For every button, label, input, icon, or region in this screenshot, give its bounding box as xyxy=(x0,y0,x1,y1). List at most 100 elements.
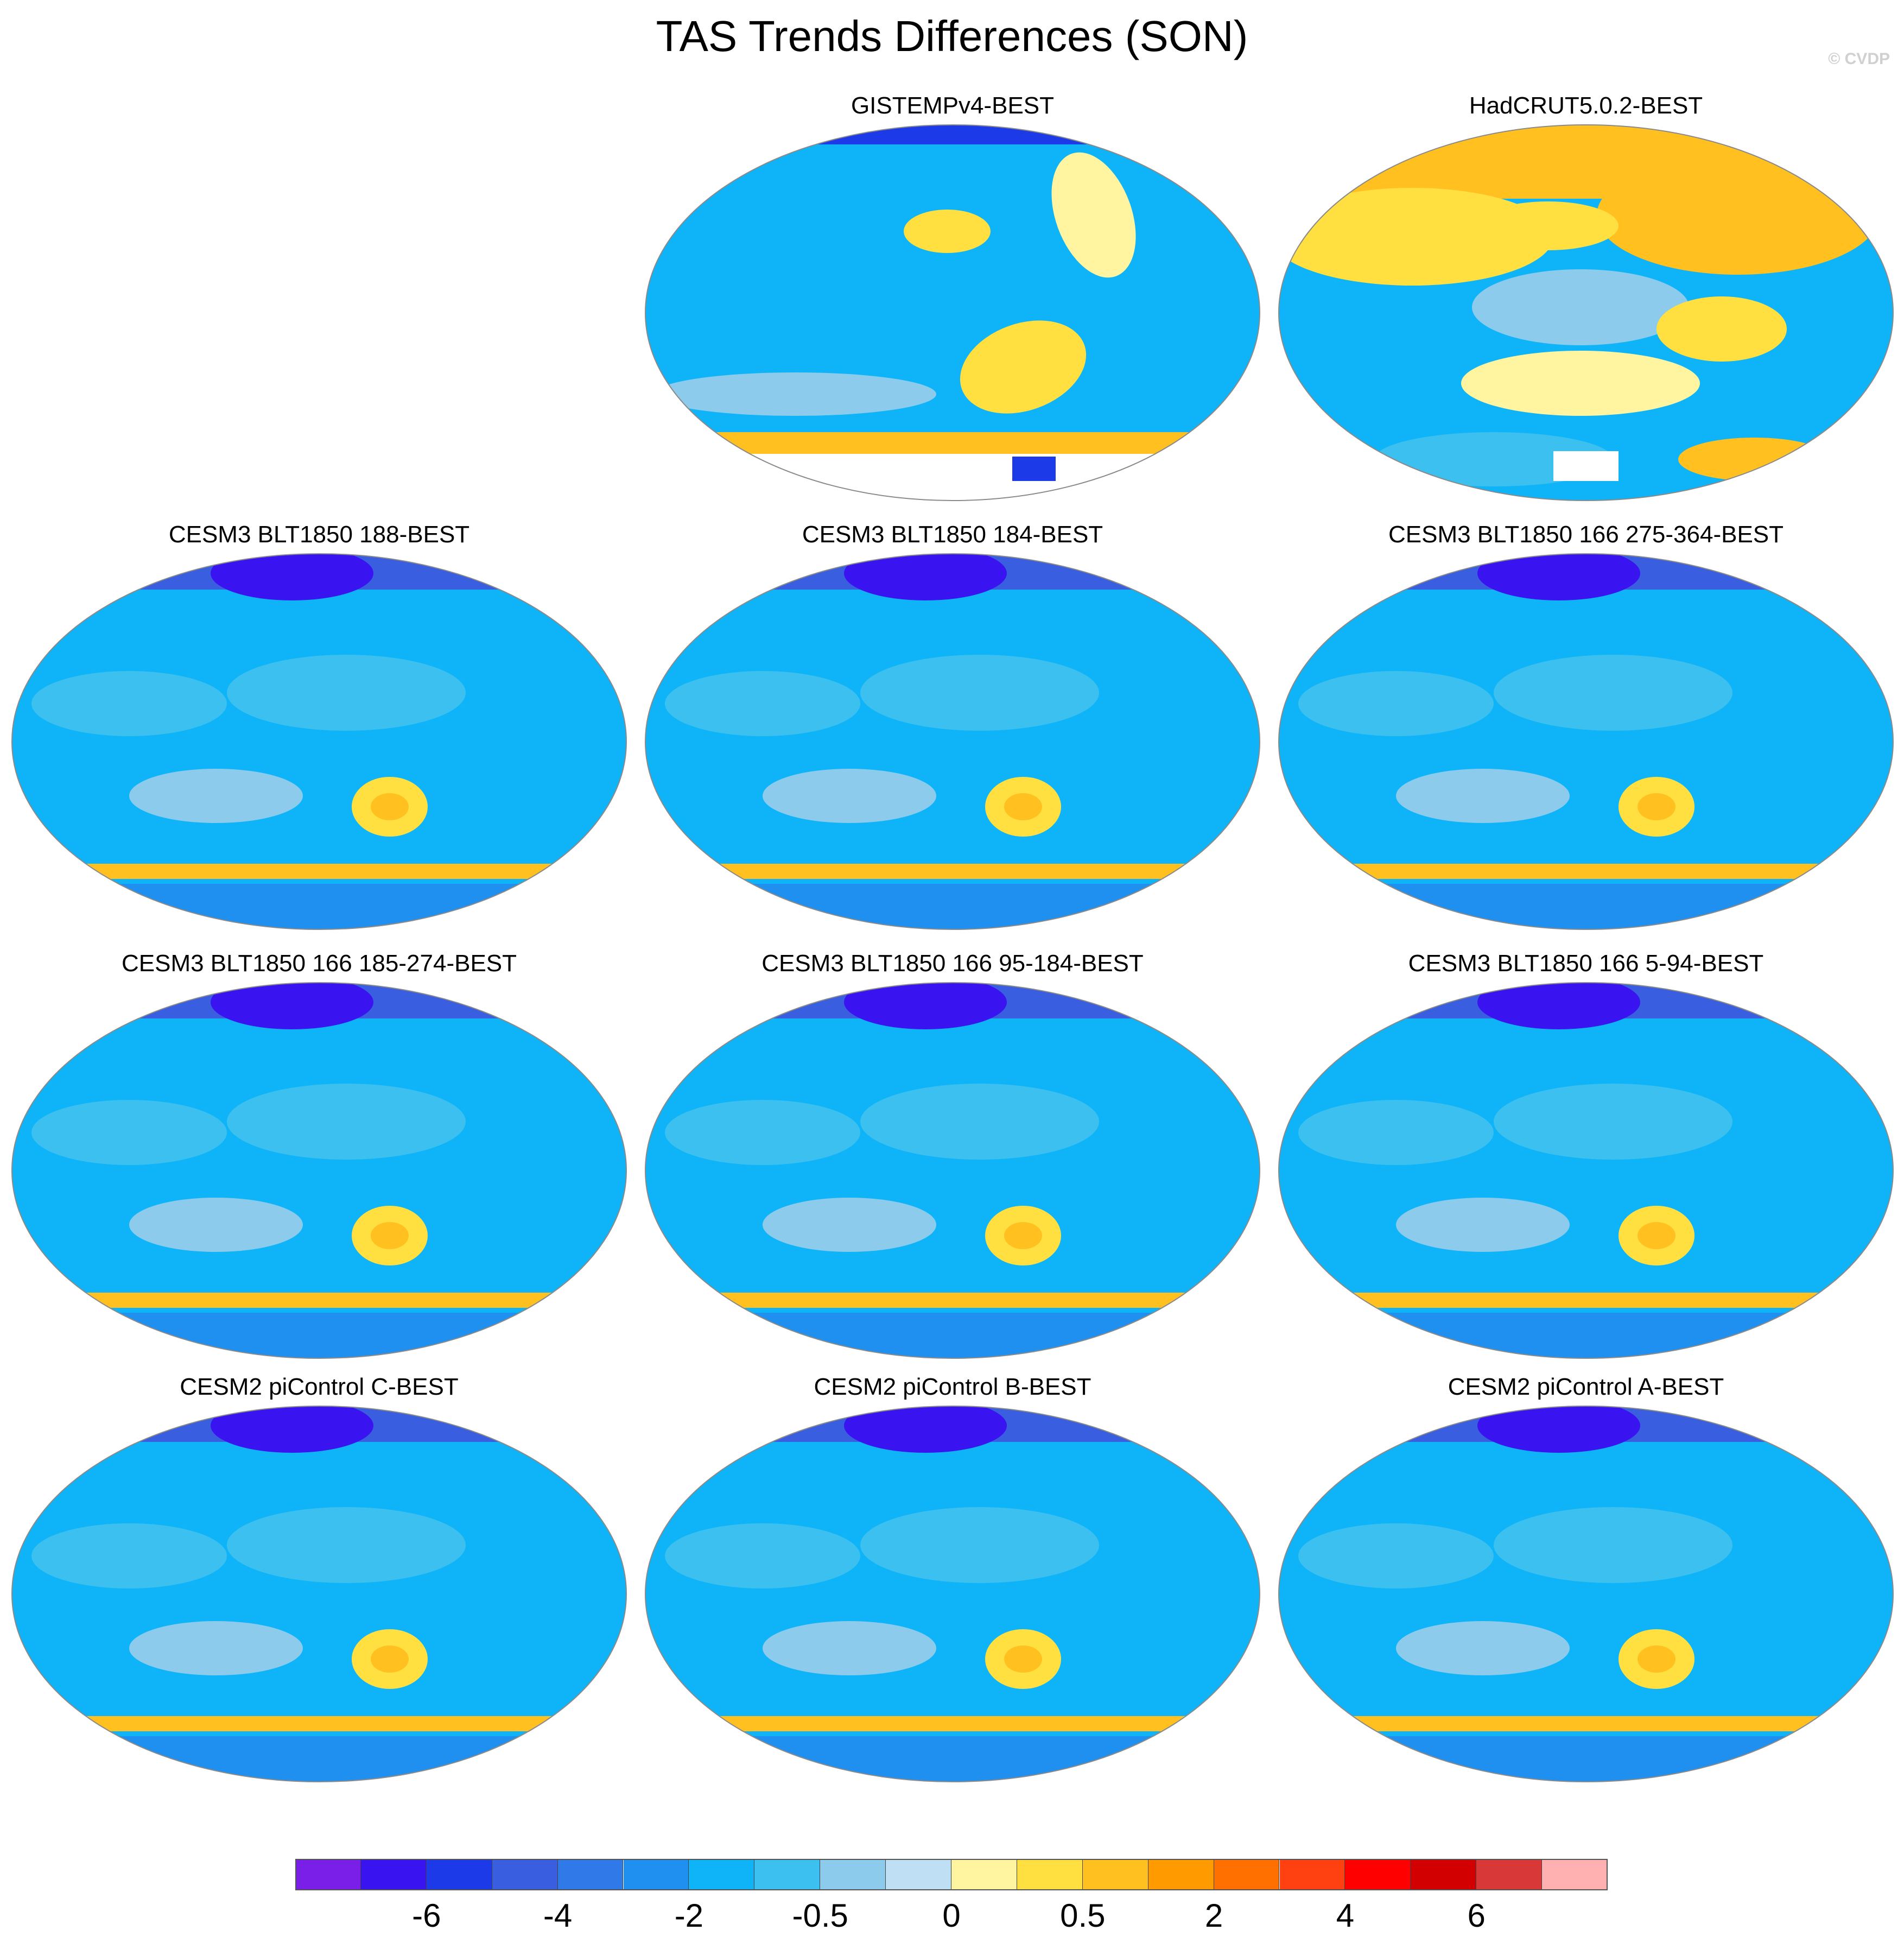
strong-cool-anomaly xyxy=(1477,1406,1640,1453)
southern-ocean-warm-band xyxy=(1342,864,1830,879)
panel-title: CESM3 BLT1850 166 275-364-BEST xyxy=(1388,521,1784,548)
cool-anomaly xyxy=(665,1523,860,1588)
cool-anomaly xyxy=(31,1523,227,1588)
cool-anomaly xyxy=(665,671,860,736)
warm-anomaly xyxy=(1477,201,1619,250)
globe-outline xyxy=(1278,1406,1894,1782)
colorbar-tick-label: 0.5 xyxy=(1060,1897,1106,1934)
cool-anomaly xyxy=(860,1084,1099,1160)
colorbar-swatch xyxy=(360,1859,427,1890)
warm-anomaly xyxy=(960,320,1087,414)
warm-anomaly xyxy=(1279,188,1553,286)
strong-cool-anomaly xyxy=(844,1406,1007,1453)
warm-anomaly xyxy=(1657,296,1787,362)
warm-anomaly xyxy=(1004,793,1042,820)
cool-anomaly xyxy=(227,1507,466,1583)
panel-title: GISTEMPv4-BEST xyxy=(851,92,1055,119)
panel-title: CESM3 BLT1850 166 185-274-BEST xyxy=(121,950,517,977)
cool-anomaly xyxy=(31,671,227,736)
colorbar-tick-label: 4 xyxy=(1336,1897,1355,1934)
weak-warm-anomaly xyxy=(1051,152,1136,278)
colorbar xyxy=(295,1859,1608,1890)
cool-anomaly xyxy=(1012,457,1056,481)
southern-ocean-warm-band xyxy=(708,1716,1197,1731)
southern-ocean-warm-band xyxy=(708,1293,1197,1308)
strong-cool-anomaly xyxy=(844,983,1007,1029)
globe-outline xyxy=(11,1406,627,1782)
colorbar-swatch xyxy=(1542,1859,1608,1890)
weak-cool-anomaly xyxy=(1396,769,1570,823)
antarctic-field xyxy=(645,1313,1260,1358)
antarctic-field xyxy=(1279,884,1893,929)
global-map xyxy=(11,553,627,930)
figure-title: TAS Trends Differences (SON) xyxy=(656,12,1248,60)
cool-anomaly xyxy=(665,1100,860,1165)
southern-ocean-warm-band xyxy=(1342,1716,1830,1731)
globe-outline xyxy=(11,553,627,930)
warm-anomaly xyxy=(1004,1645,1042,1673)
colorbar-swatch xyxy=(886,1859,951,1890)
cool-anomaly xyxy=(227,1084,466,1160)
colorbar-swatch xyxy=(1214,1859,1280,1890)
panel-title: CESM3 BLT1850 188-BEST xyxy=(168,521,470,548)
antarctic-field xyxy=(645,884,1260,929)
weak-cool-anomaly xyxy=(763,1621,936,1675)
globe-outline xyxy=(645,982,1260,1359)
colorbar-swatch xyxy=(1017,1859,1083,1890)
global-map xyxy=(11,982,627,1359)
colorbar-swatch xyxy=(1082,1859,1148,1890)
globe-outline xyxy=(645,553,1260,930)
antarctic-field xyxy=(645,1736,1260,1782)
cool-anomaly xyxy=(1494,1084,1732,1160)
arctic-cool-band xyxy=(645,125,1260,144)
weak-cool-anomaly xyxy=(654,372,936,416)
warm-anomaly xyxy=(1638,1645,1675,1673)
cool-anomaly xyxy=(1298,671,1494,736)
antarctic-field xyxy=(12,884,626,929)
antarctic-field xyxy=(1279,1736,1893,1782)
southern-ocean-warm-band xyxy=(75,864,563,879)
antarctic-field xyxy=(1279,1313,1893,1358)
weak-cool-anomaly xyxy=(1472,269,1689,345)
warm-anomaly xyxy=(1597,155,1879,275)
weak-warm-anomaly xyxy=(1461,351,1700,416)
warm-anomaly xyxy=(1678,438,1830,481)
global-map xyxy=(645,553,1260,930)
colorbar-swatch xyxy=(492,1859,558,1890)
antarctic-field xyxy=(12,1736,626,1782)
cool-anomaly xyxy=(1494,655,1732,731)
global-map xyxy=(1278,124,1894,501)
globe-outline xyxy=(1278,982,1894,1359)
strong-cool-anomaly xyxy=(844,554,1007,600)
panel-title: CESM3 BLT1850 166 95-184-BEST xyxy=(761,950,1144,977)
globe-outline xyxy=(1278,124,1894,501)
colorbar-swatch xyxy=(295,1859,361,1890)
weak-cool-anomaly xyxy=(763,769,936,823)
strong-cool-anomaly xyxy=(1477,983,1640,1029)
colorbar-swatch xyxy=(1345,1859,1411,1890)
weak-cool-anomaly xyxy=(1396,1621,1570,1675)
cool-anomaly xyxy=(860,655,1099,731)
warm-anomaly xyxy=(1004,1222,1042,1249)
global-map xyxy=(645,124,1260,501)
colorbar-tick-label: 2 xyxy=(1204,1897,1223,1934)
global-map xyxy=(11,1406,627,1782)
colorbar-tick-label: 0 xyxy=(942,1897,961,1934)
strong-cool-anomaly xyxy=(211,554,373,600)
southern-ocean-warm-band xyxy=(645,432,1260,454)
strong-cool-anomaly xyxy=(1477,554,1640,600)
colorbar-swatch xyxy=(1476,1859,1543,1890)
globe-outline xyxy=(1278,553,1894,930)
cool-anomaly xyxy=(1494,1507,1732,1583)
panel-title: HadCRUT5.0.2-BEST xyxy=(1469,92,1703,119)
colorbar-swatch xyxy=(820,1859,886,1890)
global-map xyxy=(645,982,1260,1359)
southern-ocean-warm-band xyxy=(1342,1293,1830,1308)
colorbar-tick-label: 6 xyxy=(1467,1897,1486,1934)
strong-cool-anomaly xyxy=(211,983,373,1029)
panel-title: CESM2 piControl A-BEST xyxy=(1448,1374,1724,1400)
warm-anomaly xyxy=(371,1645,409,1673)
southern-ocean-warm-band xyxy=(75,1716,563,1731)
panel-title: CESM3 BLT1850 166 5-94-BEST xyxy=(1408,950,1764,977)
panel-title: CESM3 BLT1850 184-BEST xyxy=(802,521,1103,548)
